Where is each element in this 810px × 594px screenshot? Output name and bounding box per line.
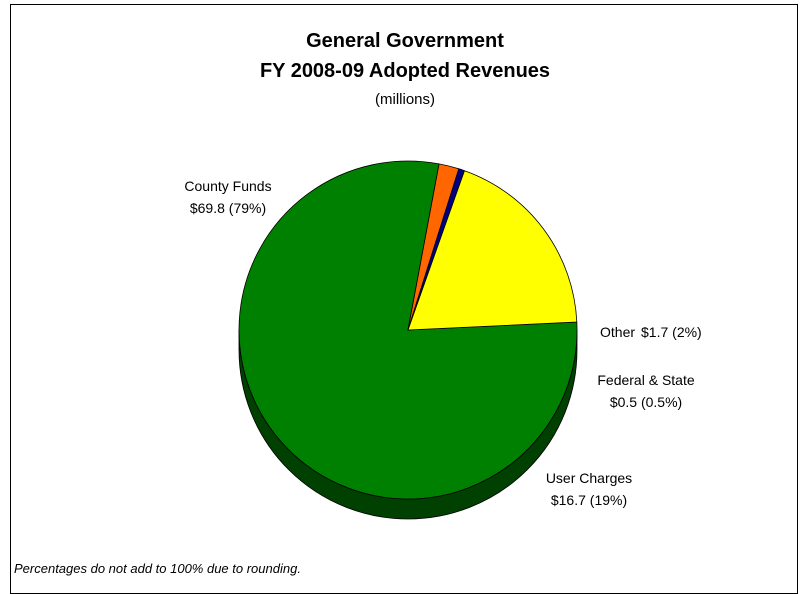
chart-title: General Government	[306, 30, 504, 52]
pie-slices	[238, 160, 578, 500]
slice-value-user-charges: $16.7 (19%)	[551, 492, 627, 508]
slice-value-county-funds: $69.8 (79%)	[190, 200, 266, 216]
slice-label-user-charges: User Charges	[546, 470, 632, 486]
chart-title-line-2: FY 2008-09 Adopted Revenues	[259, 60, 551, 82]
slice-label-federal-state: Federal & State	[597, 372, 694, 388]
slice-value-federal-state: $0.5 (0.5%)	[610, 394, 682, 410]
slice-label-other: Other $1.7 (2%)	[600, 324, 702, 340]
pie-slice-user-charges	[407, 170, 578, 331]
slice-label-county-funds: County Funds	[184, 178, 271, 194]
chart-subtitle: (millions)	[375, 91, 435, 108]
footnote: Percentages do not add to 100% due to ro…	[14, 561, 301, 576]
